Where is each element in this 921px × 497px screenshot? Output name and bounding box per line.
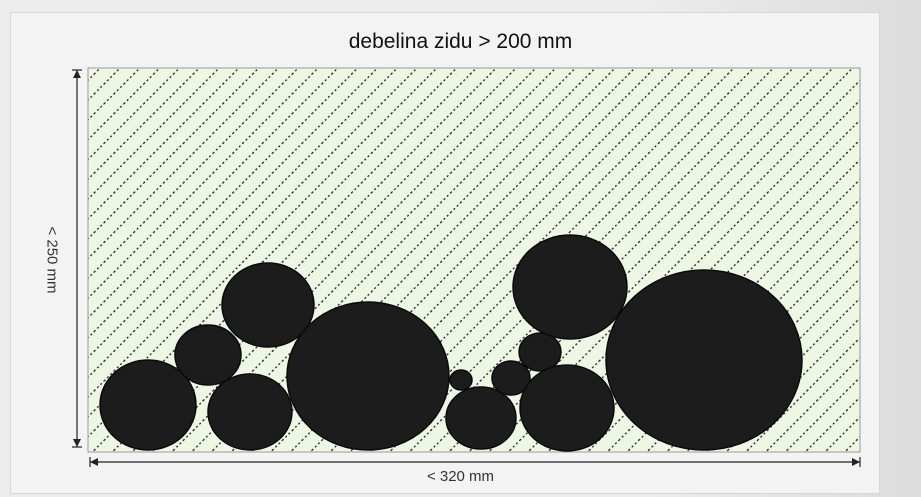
dimension-arrow-icon [852, 458, 860, 466]
stone [221, 262, 315, 348]
stone [605, 269, 803, 451]
height-dimension-line [72, 69, 82, 448]
stone [445, 386, 517, 450]
stone [449, 369, 473, 391]
stone [512, 234, 628, 340]
stones-group [99, 234, 803, 452]
stone [207, 373, 293, 451]
dimension-arrow-icon [90, 458, 98, 466]
width-dimension-line [89, 457, 861, 467]
dimension-arrow-icon [73, 70, 81, 78]
width-dimension-label: < 320 mm [426, 468, 495, 485]
stone [518, 332, 562, 372]
stone [491, 360, 531, 396]
dimension-arrow-icon [73, 439, 81, 447]
diagram-title: debelina zidu > 200 mm [348, 30, 573, 53]
height-dimension-label: < 250 mm [43, 226, 61, 294]
stone [286, 301, 450, 451]
stone [519, 364, 615, 452]
stone [174, 324, 242, 386]
stone [99, 359, 197, 451]
